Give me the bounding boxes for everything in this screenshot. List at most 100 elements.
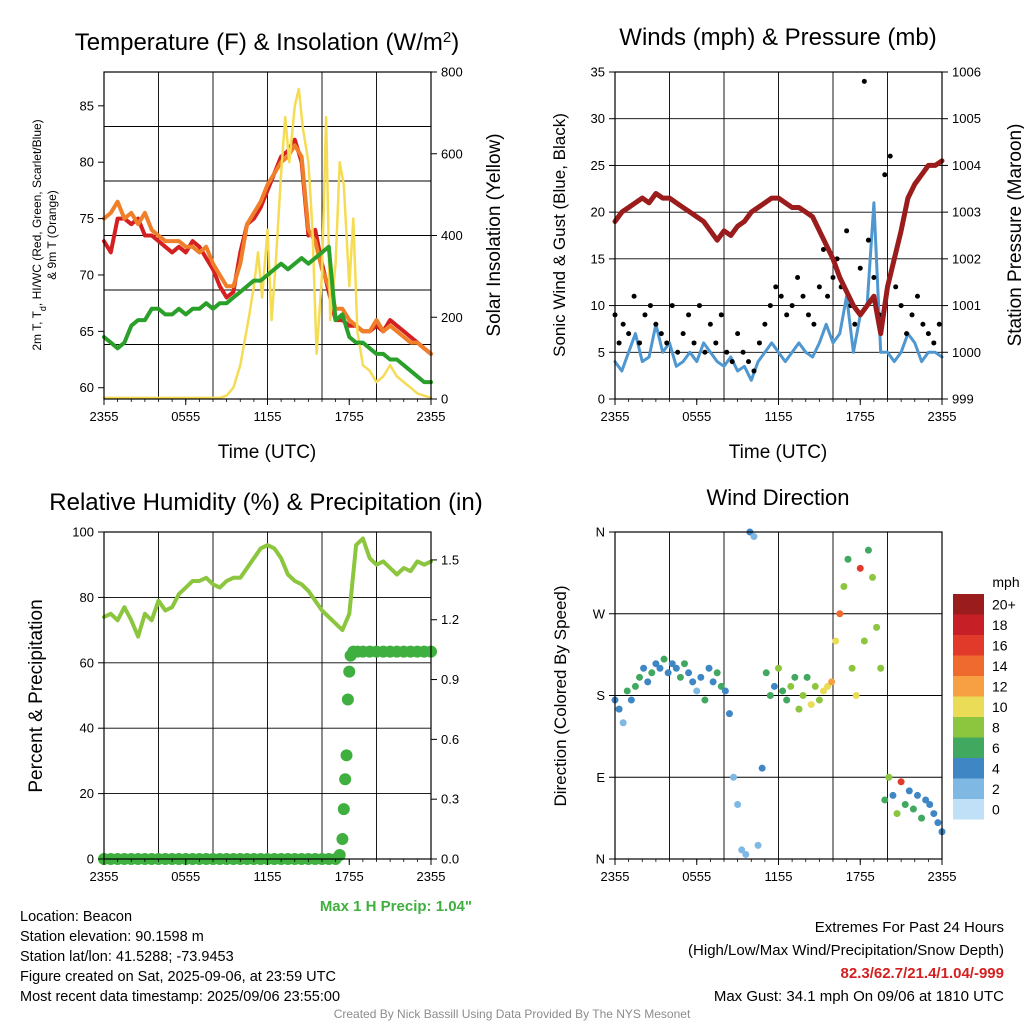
- colorbar-label: 8: [992, 719, 1000, 735]
- gust-point: [680, 331, 686, 337]
- winds-series: [612, 78, 945, 382]
- direction-point: [783, 696, 791, 704]
- direction-point: [815, 696, 823, 704]
- direction-tick-label: N: [596, 852, 605, 867]
- direction-point: [913, 791, 921, 799]
- x-tick-label: 0555: [171, 869, 200, 884]
- station-elevation: Station elevation: 90.1598 m: [20, 929, 204, 945]
- direction-point: [824, 682, 832, 690]
- direction-point: [754, 841, 762, 849]
- gust-point: [735, 331, 741, 337]
- temperature-grid: [104, 72, 431, 399]
- temperature-series-line: [102, 244, 433, 385]
- winds-panel: Winds (mph) & Pressure (mb) 0 5 10 15 20 25 30…: [550, 24, 1024, 463]
- direction-grid: [615, 532, 942, 859]
- pressure-line: [612, 158, 945, 337]
- gust-point: [887, 153, 893, 159]
- credit-line: Created By Nick Bassill Using Data Provi…: [333, 1007, 691, 1021]
- y2-tick-label: 1.2: [441, 612, 459, 627]
- y2-tick-label: 1003: [952, 205, 981, 220]
- x-tick-label: 0555: [682, 409, 711, 424]
- y-tick-label: 25: [591, 158, 605, 173]
- winds-grid: [615, 72, 942, 399]
- y2-tick-label: 0.6: [441, 732, 459, 747]
- direction-ylabel: Direction (Colored By Speed): [551, 585, 570, 806]
- colorbar-swatch: [953, 778, 984, 799]
- y2-tick-label: 1000: [952, 345, 981, 360]
- colorbar-label: 0: [992, 801, 1000, 817]
- y-tick-label: 65: [80, 324, 94, 339]
- direction-point: [689, 678, 697, 686]
- gust-point: [707, 321, 713, 327]
- y-tick-label: 75: [80, 211, 94, 226]
- gust-point: [844, 228, 850, 234]
- temperature-y-ticks: 60 65 70 75 80 85: [80, 98, 104, 395]
- colorbar-swatch: [953, 758, 984, 779]
- direction-point: [885, 773, 893, 781]
- gust-point: [936, 321, 942, 327]
- y-tick-label: 85: [80, 98, 94, 113]
- colorbar-label: 10: [992, 699, 1008, 715]
- colorbar-swatch: [953, 696, 984, 717]
- direction-point: [889, 791, 897, 799]
- direction-point: [848, 664, 856, 672]
- gust-point: [702, 349, 708, 355]
- direction-point: [881, 796, 889, 804]
- direction-point: [730, 773, 738, 781]
- gust-point: [909, 312, 915, 318]
- x-tick-label: 1755: [846, 409, 875, 424]
- direction-point: [791, 673, 799, 681]
- gust-point: [893, 284, 899, 290]
- direction-point: [697, 673, 705, 681]
- gust-point: [751, 368, 757, 374]
- gust-point: [686, 312, 692, 318]
- direction-point: [680, 660, 688, 668]
- gust-point: [756, 340, 762, 346]
- speed-colorbar: 20+ 18 16 14 12 10 8 6 4 2 0: [953, 594, 1016, 820]
- gust-point: [816, 284, 822, 290]
- gust-point: [653, 321, 659, 327]
- y-tick-label: 60: [80, 655, 94, 670]
- winds-x-ticks: 2355 0555 1155 1755 2355: [601, 399, 956, 424]
- direction-point: [701, 696, 709, 704]
- direction-point: [636, 673, 644, 681]
- colorbar-swatch: [953, 717, 984, 738]
- gust-point: [852, 321, 858, 327]
- y-tick-label: 15: [591, 251, 605, 266]
- colorbar-swatch: [953, 676, 984, 697]
- winds-y-ticks: 0 5 10 15 20 25 30 35: [591, 65, 615, 407]
- gust-point: [724, 349, 730, 355]
- temperature-ylabel: 2m T, Td, HI/WC (Red, Green, Scarlet/Blu…: [30, 119, 48, 350]
- gust-point: [669, 303, 675, 309]
- gust-point: [820, 247, 826, 253]
- y-tick-label: 0: [87, 852, 94, 867]
- direction-point: [725, 710, 733, 718]
- x-tick-label: 1755: [335, 869, 364, 884]
- humidity-x-ticks: 2355 0555 1155 1755 2355: [90, 859, 445, 884]
- y2-tick-label: 0.3: [441, 792, 459, 807]
- precip-y-ticks: 0.0 0.3 0.6 0.9 1.2 1.5: [431, 552, 459, 867]
- max-gust: Max Gust: 34.1 mph On 09/06 at 1810 UTC: [713, 988, 1004, 1005]
- temperature-title: Temperature (F) & Insolation (W/m2): [75, 29, 459, 57]
- x-tick-label: 1755: [846, 869, 875, 884]
- x-tick-label: 1155: [254, 409, 282, 424]
- y2-tick-label: 0: [441, 392, 448, 407]
- direction-point: [742, 850, 750, 858]
- direction-tick-label: W: [593, 606, 606, 621]
- direction-point: [877, 664, 885, 672]
- direction-point: [807, 701, 815, 709]
- direction-point: [640, 664, 648, 672]
- gust-point: [882, 172, 888, 178]
- winds-title: Winds (mph) & Pressure (mb): [619, 24, 936, 51]
- y2-tick-label: 999: [952, 392, 974, 407]
- figure-created: Figure created on Sat, 2025-09-06, at 23…: [20, 969, 336, 985]
- insolation-ylabel: Solar Insolation (Yellow): [484, 133, 505, 336]
- direction-point: [770, 682, 778, 690]
- precip-point: [339, 773, 352, 786]
- y-tick-label: 35: [591, 65, 605, 80]
- pressure-y-ticks: 999 1000 1001 1002 1003 1004 1005 1006: [942, 65, 981, 407]
- y-tick-label: 100: [72, 525, 94, 540]
- colorbar-swatch: [953, 655, 984, 676]
- direction-point: [836, 610, 844, 618]
- gust-point: [658, 331, 664, 337]
